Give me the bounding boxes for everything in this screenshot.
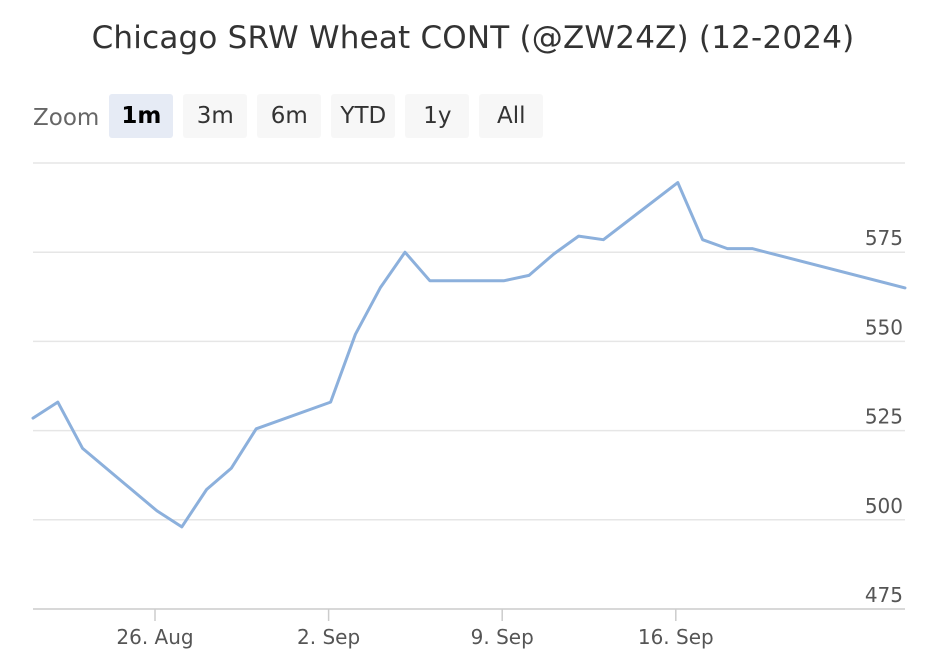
data-point[interactable]: [81, 446, 85, 450]
data-point[interactable]: [725, 247, 729, 251]
y-tick-label: 500: [865, 494, 903, 518]
data-point[interactable]: [903, 286, 907, 290]
price-series[interactable]: [31, 181, 907, 529]
y-tick-label: 575: [865, 226, 903, 250]
data-point[interactable]: [31, 416, 35, 420]
zoom-label: Zoom: [33, 105, 100, 131]
data-point[interactable]: [329, 400, 333, 404]
data-point[interactable]: [205, 487, 209, 491]
zoom-ytd-button[interactable]: YTD: [331, 94, 396, 138]
zoom-1m-button[interactable]: 1m: [109, 94, 174, 138]
series-line[interactable]: [31, 181, 907, 529]
data-point[interactable]: [676, 181, 680, 185]
y-tick-label: 550: [865, 315, 903, 339]
x-axis-ticks: 26. Aug 2. Sep 9. Sep 16. Sep: [116, 609, 714, 649]
x-tick-label: 2. Sep: [297, 625, 360, 649]
data-point[interactable]: [403, 250, 407, 254]
y-tick-label: 525: [865, 405, 903, 429]
x-tick-label: 16. Sep: [638, 625, 714, 649]
data-point[interactable]: [378, 286, 382, 290]
zoom-3m-button[interactable]: 3m: [183, 94, 248, 138]
data-point[interactable]: [353, 332, 357, 336]
data-point[interactable]: [502, 279, 506, 283]
zoom-all-button[interactable]: All: [479, 94, 544, 138]
data-point[interactable]: [180, 525, 184, 529]
data-point[interactable]: [527, 273, 531, 277]
data-point[interactable]: [229, 466, 233, 470]
data-point[interactable]: [155, 509, 159, 513]
y-tick-label: 475: [865, 583, 903, 607]
x-tick-label: 26. Aug: [116, 625, 193, 649]
grid-lines: [33, 162, 905, 521]
data-point[interactable]: [701, 238, 705, 242]
zoom-6m-button[interactable]: 6m: [257, 94, 322, 138]
data-point[interactable]: [428, 279, 432, 283]
data-point[interactable]: [601, 238, 605, 242]
data-point[interactable]: [577, 234, 581, 238]
zoom-1y-button[interactable]: 1y: [405, 94, 470, 138]
data-point[interactable]: [750, 247, 754, 251]
data-point[interactable]: [56, 400, 60, 404]
data-point[interactable]: [254, 427, 258, 431]
zoom-bar: Zoom 1m 3m 6m YTD 1y All: [33, 94, 553, 138]
chart-title: Chicago SRW Wheat CONT (@ZW24Z) (12-2024…: [91, 20, 855, 56]
y-axis-labels: 475 500 525 550 575: [865, 226, 903, 607]
data-point[interactable]: [552, 252, 556, 256]
x-tick-label: 9. Sep: [471, 625, 534, 649]
